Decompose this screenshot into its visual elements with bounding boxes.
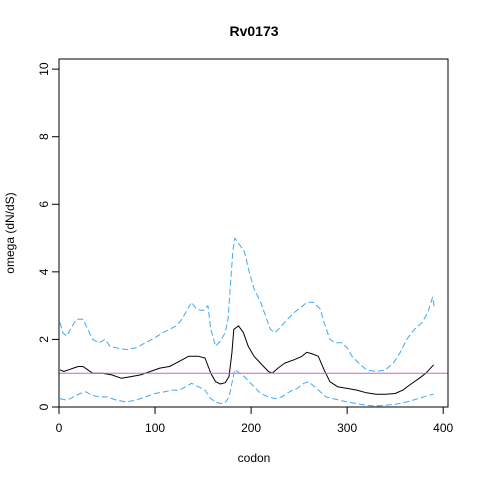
x-axis: 0 100 200 300 400 bbox=[56, 407, 454, 435]
y-tick-label: 6 bbox=[37, 201, 51, 208]
y-axis-label: omega (dN/dS) bbox=[3, 192, 17, 273]
plot-frame bbox=[58, 58, 449, 408]
x-tick-label: 300 bbox=[337, 421, 357, 435]
x-tick-label: 100 bbox=[145, 421, 165, 435]
series-layer bbox=[59, 237, 448, 407]
y-tick-label: 8 bbox=[37, 133, 51, 140]
y-axis: 0 2 4 6 8 10 bbox=[37, 62, 59, 410]
series-line-upper-bound bbox=[59, 237, 436, 372]
x-tick-label: 0 bbox=[56, 421, 63, 435]
y-tick-label: 10 bbox=[37, 62, 51, 76]
chart-title: Rv0173 bbox=[229, 23, 278, 39]
y-tick-label: 2 bbox=[37, 336, 51, 343]
x-tick-label: 200 bbox=[241, 421, 261, 435]
y-tick-label: 0 bbox=[37, 403, 51, 410]
x-axis-label: codon bbox=[238, 451, 271, 465]
x-tick-label: 400 bbox=[433, 421, 453, 435]
y-tick-label: 4 bbox=[37, 268, 51, 275]
series-line-estimate bbox=[59, 325, 434, 395]
